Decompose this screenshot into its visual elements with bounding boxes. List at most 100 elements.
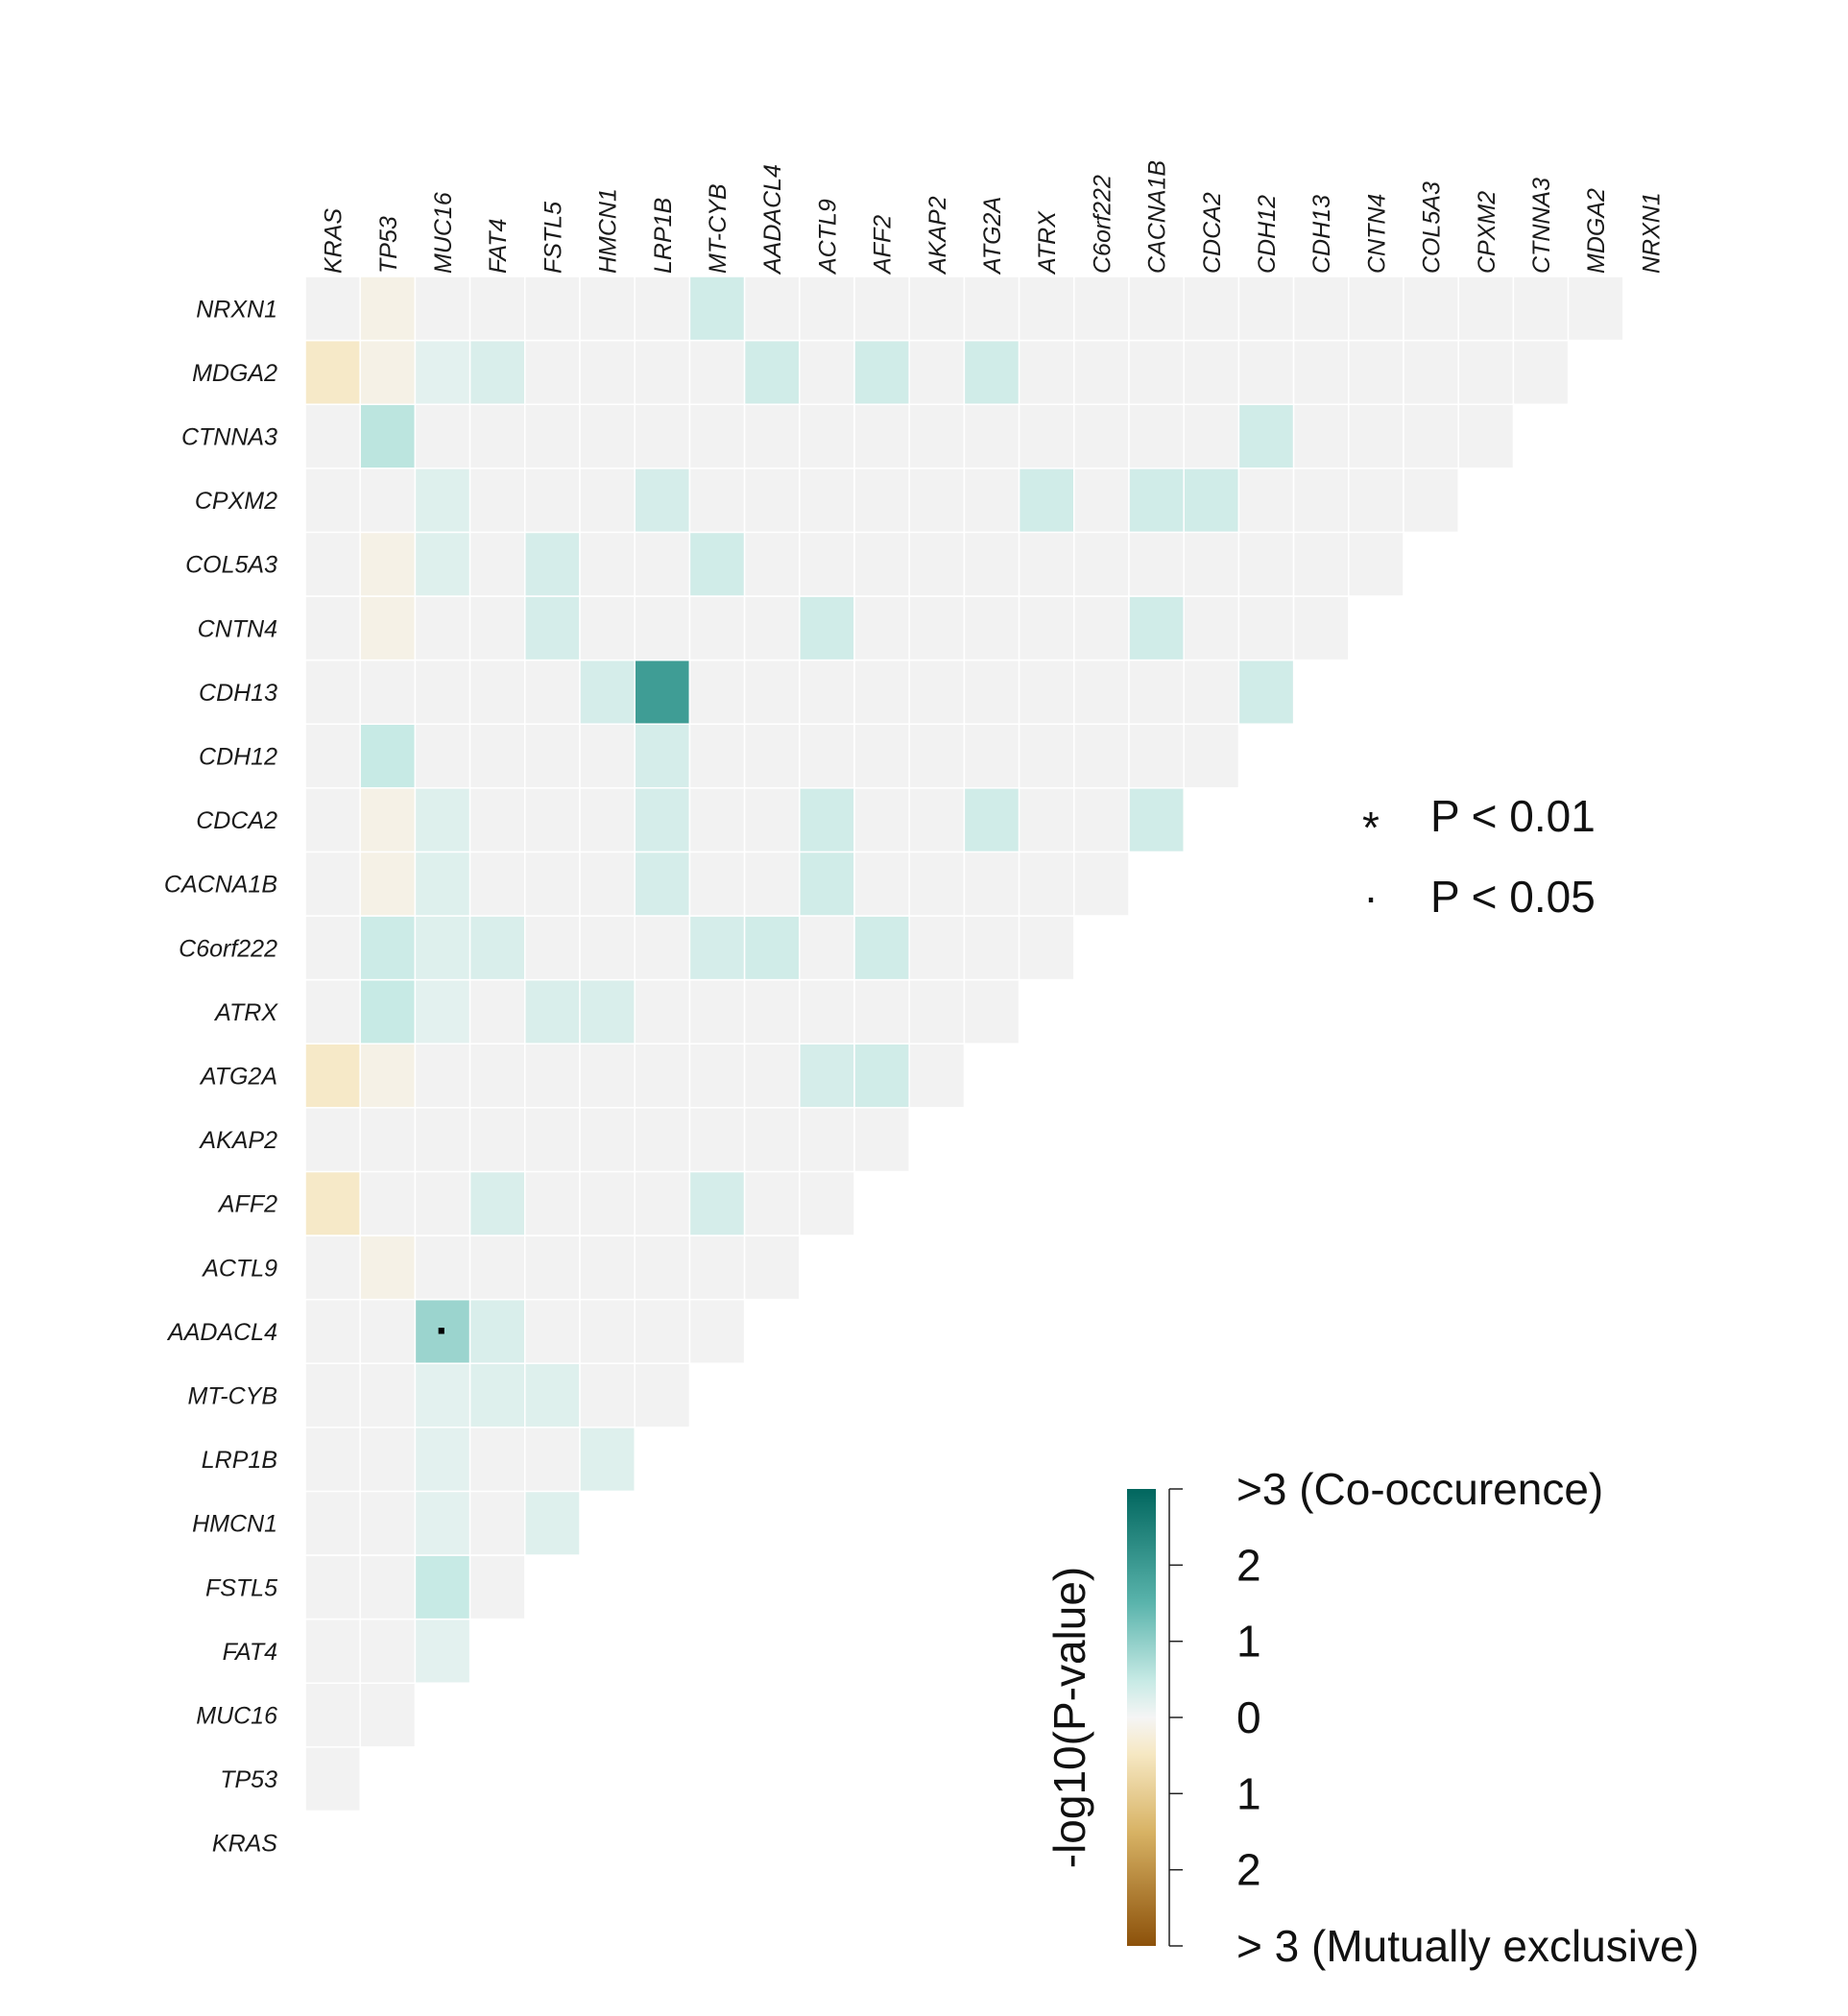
heatmap-cell bbox=[468, 659, 526, 725]
row-label: CNTN4 bbox=[198, 615, 277, 642]
heatmap-cell bbox=[524, 1362, 581, 1428]
heatmap-cell bbox=[743, 468, 801, 534]
heatmap-cell bbox=[1348, 403, 1404, 469]
heatmap-cell bbox=[908, 531, 966, 597]
heatmap-cell bbox=[524, 1298, 581, 1364]
heatmap-cell bbox=[579, 595, 636, 661]
heatmap-cell bbox=[963, 978, 1020, 1044]
heatmap-cell bbox=[908, 403, 966, 469]
heatmap-cell bbox=[1128, 723, 1185, 789]
heatmap-cell bbox=[1128, 595, 1185, 661]
heatmap-cell bbox=[304, 531, 361, 597]
heatmap-cell bbox=[468, 1298, 526, 1364]
heatmap-cell bbox=[799, 531, 855, 597]
heatmap-cell bbox=[963, 403, 1020, 469]
heatmap-cells: · bbox=[304, 276, 1624, 1812]
row-label: CDH13 bbox=[199, 680, 277, 707]
heatmap-cell bbox=[414, 1043, 471, 1109]
heatmap-cell bbox=[304, 1618, 361, 1684]
row-label: NRXN1 bbox=[196, 296, 277, 323]
heatmap-cell bbox=[688, 659, 746, 725]
heatmap-cell bbox=[1073, 276, 1130, 342]
heatmap-cell bbox=[468, 1107, 526, 1173]
heatmap-cell bbox=[688, 1170, 746, 1236]
heatmap-cell bbox=[908, 339, 966, 405]
heatmap-cell bbox=[1183, 276, 1240, 342]
row-label: TP53 bbox=[220, 1766, 277, 1793]
heatmap-cell bbox=[1128, 339, 1185, 405]
colorbar-title: -log10(P-value) bbox=[1044, 1567, 1094, 1868]
heatmap-cell bbox=[359, 978, 417, 1044]
colorbar-tick-label: >3 (Co-occurence) bbox=[1236, 1464, 1603, 1514]
heatmap-cell bbox=[799, 468, 855, 534]
heatmap-cell bbox=[468, 595, 526, 661]
heatmap-cell bbox=[743, 723, 801, 789]
heatmap-cell bbox=[963, 723, 1020, 789]
column-label: AADACL4 bbox=[759, 164, 786, 276]
heatmap-cell bbox=[414, 595, 471, 661]
heatmap-cell bbox=[524, 339, 581, 405]
heatmap-cell bbox=[1237, 468, 1295, 534]
heatmap-cell bbox=[304, 1362, 361, 1428]
column-label: AFF2 bbox=[870, 215, 897, 276]
colorbar-tick-label: 1 bbox=[1236, 1768, 1261, 1818]
heatmap-cell bbox=[579, 659, 636, 725]
heatmap-cell bbox=[799, 595, 855, 661]
sig-legend-label-weak: P < 0.05 bbox=[1430, 872, 1596, 922]
heatmap-cell bbox=[468, 1490, 526, 1556]
heatmap-cell bbox=[359, 1427, 417, 1493]
heatmap-cell bbox=[579, 1362, 636, 1428]
heatmap-cell bbox=[304, 978, 361, 1044]
row-label: CACNA1B bbox=[164, 872, 277, 899]
sig-legend-symbol-strong: * bbox=[1362, 803, 1380, 852]
heatmap-cell bbox=[414, 1107, 471, 1173]
heatmap-cell bbox=[1512, 339, 1570, 405]
heatmap-cell bbox=[359, 915, 417, 981]
heatmap-cell bbox=[1348, 339, 1404, 405]
significance-legend: * P < 0.01 · P < 0.05 bbox=[1362, 791, 1596, 922]
heatmap-cell bbox=[414, 1554, 471, 1620]
heatmap-cell bbox=[908, 723, 966, 789]
heatmap-cell bbox=[1403, 276, 1459, 342]
heatmap-cell bbox=[359, 531, 417, 597]
heatmap-cell bbox=[1348, 531, 1404, 597]
heatmap-cell bbox=[1403, 339, 1459, 405]
heatmap-cell bbox=[359, 403, 417, 469]
heatmap-cell bbox=[634, 1362, 691, 1428]
heatmap-cell bbox=[853, 1043, 910, 1109]
colorbar-tick-label: 2 bbox=[1236, 1540, 1261, 1590]
heatmap-cell bbox=[688, 915, 746, 981]
heatmap-cell bbox=[908, 595, 966, 661]
heatmap-cell bbox=[304, 468, 361, 534]
heatmap-cell bbox=[634, 339, 691, 405]
heatmap-cell bbox=[304, 787, 361, 853]
heatmap-cell bbox=[1018, 787, 1075, 853]
heatmap-cell bbox=[1512, 276, 1570, 342]
heatmap-cell bbox=[414, 1618, 471, 1684]
heatmap-cell bbox=[634, 468, 691, 534]
column-label: NRXN1 bbox=[1638, 192, 1665, 274]
colorbar-tick-label: 0 bbox=[1236, 1692, 1261, 1742]
heatmap-cell bbox=[1128, 787, 1185, 853]
column-label: HMCN1 bbox=[595, 188, 622, 274]
heatmap-cell bbox=[414, 403, 471, 469]
heatmap-cell bbox=[1128, 403, 1185, 469]
heatmap-cell bbox=[468, 276, 526, 342]
column-label: CTNNA3 bbox=[1528, 178, 1555, 274]
heatmap-cell bbox=[1457, 339, 1515, 405]
heatmap-cell bbox=[579, 787, 636, 853]
column-label: MDGA2 bbox=[1583, 188, 1610, 274]
heatmap-cell bbox=[359, 595, 417, 661]
heatmap-cell bbox=[359, 1554, 417, 1620]
heatmap-cell bbox=[634, 723, 691, 789]
heatmap-cell bbox=[359, 1107, 417, 1173]
heatmap-cell bbox=[799, 276, 855, 342]
column-label: LRP1B bbox=[650, 198, 677, 274]
heatmap-cell bbox=[743, 1043, 801, 1109]
heatmap-cell bbox=[1292, 339, 1350, 405]
heatmap-cell bbox=[634, 659, 691, 725]
heatmap-cell bbox=[688, 531, 746, 597]
heatmap-cell bbox=[304, 1043, 361, 1109]
heatmap-cell bbox=[799, 787, 855, 853]
column-label: MT-CYB bbox=[705, 183, 732, 274]
